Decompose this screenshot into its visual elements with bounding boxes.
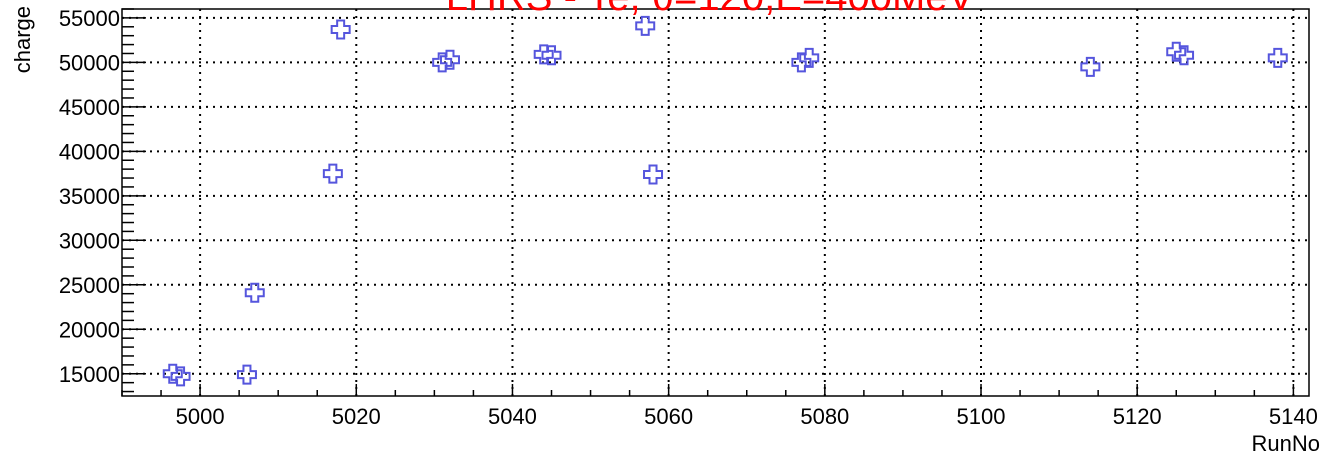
y-tick-label: 45000 xyxy=(59,95,120,120)
data-point xyxy=(330,19,351,40)
data-point xyxy=(244,282,265,303)
x-tick-label: 5040 xyxy=(488,404,537,429)
x-tick-label: 5140 xyxy=(1269,404,1318,429)
plot-border xyxy=(121,8,1310,397)
data-point xyxy=(170,366,191,387)
y-tick-label: 55000 xyxy=(59,6,120,31)
data-point xyxy=(643,164,664,185)
axis-ticks xyxy=(121,8,1295,396)
grid-layer xyxy=(122,9,1309,396)
data-point xyxy=(791,52,812,73)
data-point xyxy=(541,45,562,66)
data-point xyxy=(322,163,343,184)
data-points xyxy=(162,15,1288,387)
y-tick-label: 35000 xyxy=(59,184,120,209)
x-tick-label: 5020 xyxy=(332,404,381,429)
x-tick-label: 5080 xyxy=(800,404,849,429)
x-tick-label: 5000 xyxy=(176,404,225,429)
y-tick-label: 30000 xyxy=(59,228,120,253)
x-tick-label: 5060 xyxy=(644,404,693,429)
tick-labels: 5000 5020 5040 5060 5080 5100 5120 5140 15000 200… xyxy=(59,6,1318,429)
plot-frame xyxy=(121,8,1310,397)
data-point xyxy=(432,52,453,73)
data-point xyxy=(533,44,554,65)
data-point xyxy=(1267,47,1288,68)
data-point xyxy=(799,47,820,68)
y-tick-label: 50000 xyxy=(59,50,120,75)
data-point xyxy=(439,49,460,70)
y-axis-title: charge xyxy=(10,6,35,73)
x-axis-title: RunNo xyxy=(1252,431,1320,456)
data-point xyxy=(1080,56,1101,77)
x-tick-label: 5100 xyxy=(957,404,1006,429)
y-tick-label: 40000 xyxy=(59,139,120,164)
data-point xyxy=(1174,45,1195,66)
y-tick-label: 25000 xyxy=(59,273,120,298)
data-point xyxy=(635,15,656,36)
chart-title: LHRS - Te, θ=120,E=400MeV xyxy=(446,0,975,19)
y-tick-label: 20000 xyxy=(59,317,120,342)
x-tick-label: 5120 xyxy=(1113,404,1162,429)
data-point xyxy=(236,364,257,385)
y-tick-label: 15000 xyxy=(59,362,120,387)
